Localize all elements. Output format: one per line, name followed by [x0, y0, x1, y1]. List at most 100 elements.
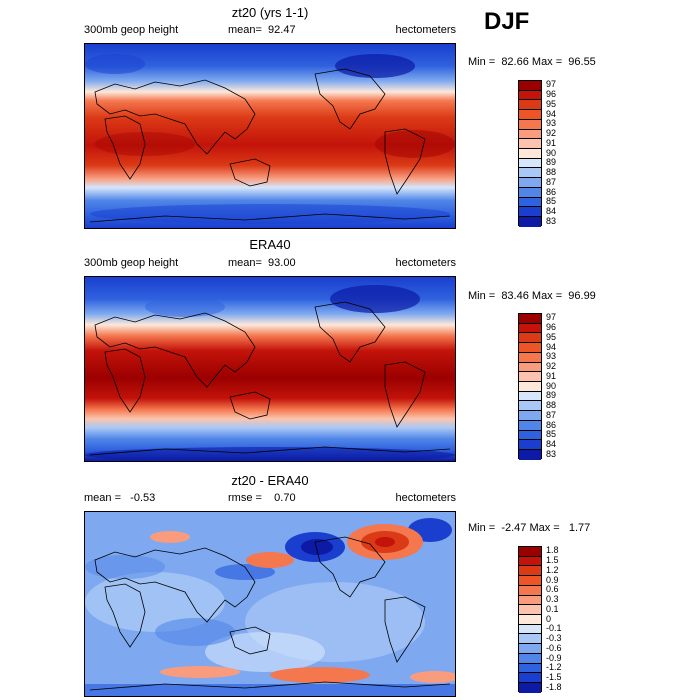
colorbar-segment — [519, 440, 541, 451]
colorbar-label: 86 — [546, 186, 557, 197]
colorbar-segment — [519, 207, 541, 218]
colorbar-segment — [519, 653, 541, 664]
colorbar-label: 83 — [546, 448, 557, 459]
colorbar-label: 96 — [546, 322, 557, 333]
colorbar-label: 92 — [546, 361, 557, 372]
colorbar-label: 88 — [546, 167, 557, 177]
panel-title: ERA40 — [249, 237, 291, 252]
colorbar-segment — [519, 178, 541, 188]
colorbar-segment — [519, 644, 541, 654]
colorbar-label: 1.8 — [546, 545, 559, 556]
coastlines — [89, 301, 451, 456]
colorbar-segment — [519, 420, 541, 431]
colorbar-label: 84 — [546, 438, 557, 449]
panel-title: zt20 (yrs 1-1) — [231, 5, 309, 20]
colorbar-label: 95 — [546, 98, 557, 109]
colorbar-label: 88 — [546, 400, 557, 410]
colorbar-segment — [519, 566, 541, 577]
colorbar-segment — [519, 556, 541, 567]
colorbar-segment — [519, 411, 541, 421]
colorbar-segment — [519, 119, 541, 130]
colorbar-segment — [519, 624, 541, 635]
colorbar-label: 86 — [546, 419, 557, 430]
colorbar-label: 0.6 — [546, 584, 559, 595]
map-difference — [84, 511, 456, 697]
colorbar-label: 0.3 — [546, 594, 559, 605]
panel-min-max: Min = 83.46 Max = 96.99 — [468, 290, 596, 302]
colorbar-label: 89 — [546, 157, 557, 168]
colorbar-segment — [519, 323, 541, 334]
colorbar-segment — [519, 90, 541, 101]
colorbar-label: -0.3 — [546, 633, 562, 643]
colorbar-segment — [519, 197, 541, 208]
colorbar-segment — [519, 382, 541, 392]
colorbar-segment — [519, 158, 541, 169]
colorbar-label: 85 — [546, 429, 557, 440]
colorbar-segment — [519, 139, 541, 150]
colorbar-segment — [519, 615, 541, 625]
coastlines — [89, 68, 451, 223]
colorbar-segment — [519, 683, 541, 693]
panel-units: hectometers — [395, 257, 456, 269]
panel-min-max: Min = 82.66 Max = 96.55 — [468, 56, 596, 68]
panel-title: zt20 - ERA40 — [231, 473, 309, 488]
colorbar — [518, 80, 542, 227]
panel-mean: mean = -0.53 — [84, 492, 156, 504]
colorbar-segment — [519, 362, 541, 373]
colorbar-segment — [519, 673, 541, 684]
colorbar-label: 93 — [546, 351, 557, 362]
colorbar-label: 93 — [546, 118, 557, 129]
colorbar-segment — [519, 372, 541, 383]
panel-variable: 300mb geop height — [84, 257, 179, 269]
colorbar-segment — [519, 430, 541, 441]
colorbar-label: 91 — [546, 370, 557, 381]
season-label: DJF — [484, 8, 530, 35]
colorbar-segment — [519, 663, 541, 674]
colorbar-label: 87 — [546, 409, 557, 420]
colorbar-segment — [519, 343, 541, 353]
colorbar-label: 0.1 — [546, 603, 559, 614]
colorbar-label: -1.2 — [546, 662, 562, 673]
colorbar-segment — [519, 314, 541, 324]
panel-min-max: Min = -2.47 Max = 1.77 — [468, 522, 591, 534]
panel-units: hectometers — [395, 24, 456, 36]
colorbar-segment — [519, 149, 541, 159]
colorbar-label: 1.5 — [546, 555, 559, 566]
colorbar-label: -1.8 — [546, 681, 562, 692]
colorbar-segment — [519, 595, 541, 606]
coastlines — [89, 536, 451, 691]
colorbar-segment — [519, 450, 541, 460]
colorbar-segment — [519, 352, 541, 363]
colorbar-segment — [519, 187, 541, 198]
colorbar-label: 92 — [546, 128, 557, 139]
colorbar-label: 90 — [546, 147, 557, 158]
colorbar — [518, 546, 542, 693]
map-model — [84, 43, 456, 229]
colorbar-label: 94 — [546, 108, 557, 119]
colorbar-label: 96 — [546, 89, 557, 100]
colorbar-segment — [519, 634, 541, 645]
colorbar-segment — [519, 547, 541, 557]
colorbar-label: 89 — [546, 390, 557, 401]
colorbar-label: 85 — [546, 196, 557, 207]
colorbar-label: -0.9 — [546, 652, 562, 663]
colorbar-label: 94 — [546, 341, 557, 352]
colorbar-label: 90 — [546, 380, 557, 391]
colorbar-segment — [519, 129, 541, 140]
colorbar-segment — [519, 585, 541, 596]
colorbar-segment — [519, 217, 541, 227]
colorbar-segment — [519, 333, 541, 344]
map-reanalysis — [84, 276, 456, 462]
colorbar-label: 1.2 — [546, 564, 559, 575]
panel-units: hectometers — [395, 492, 456, 504]
colorbar-label: 97 — [546, 312, 557, 323]
colorbar-label: 83 — [546, 215, 557, 226]
colorbar-label: -0.1 — [546, 623, 562, 634]
colorbar-label: -0.6 — [546, 642, 562, 653]
colorbar-segment — [519, 605, 541, 616]
colorbar-label: 0 — [546, 613, 552, 624]
colorbar-segment — [519, 110, 541, 120]
colorbar-segment — [519, 576, 541, 586]
panel-mean: mean= 93.00 — [228, 257, 296, 269]
colorbar-segment — [519, 391, 541, 402]
